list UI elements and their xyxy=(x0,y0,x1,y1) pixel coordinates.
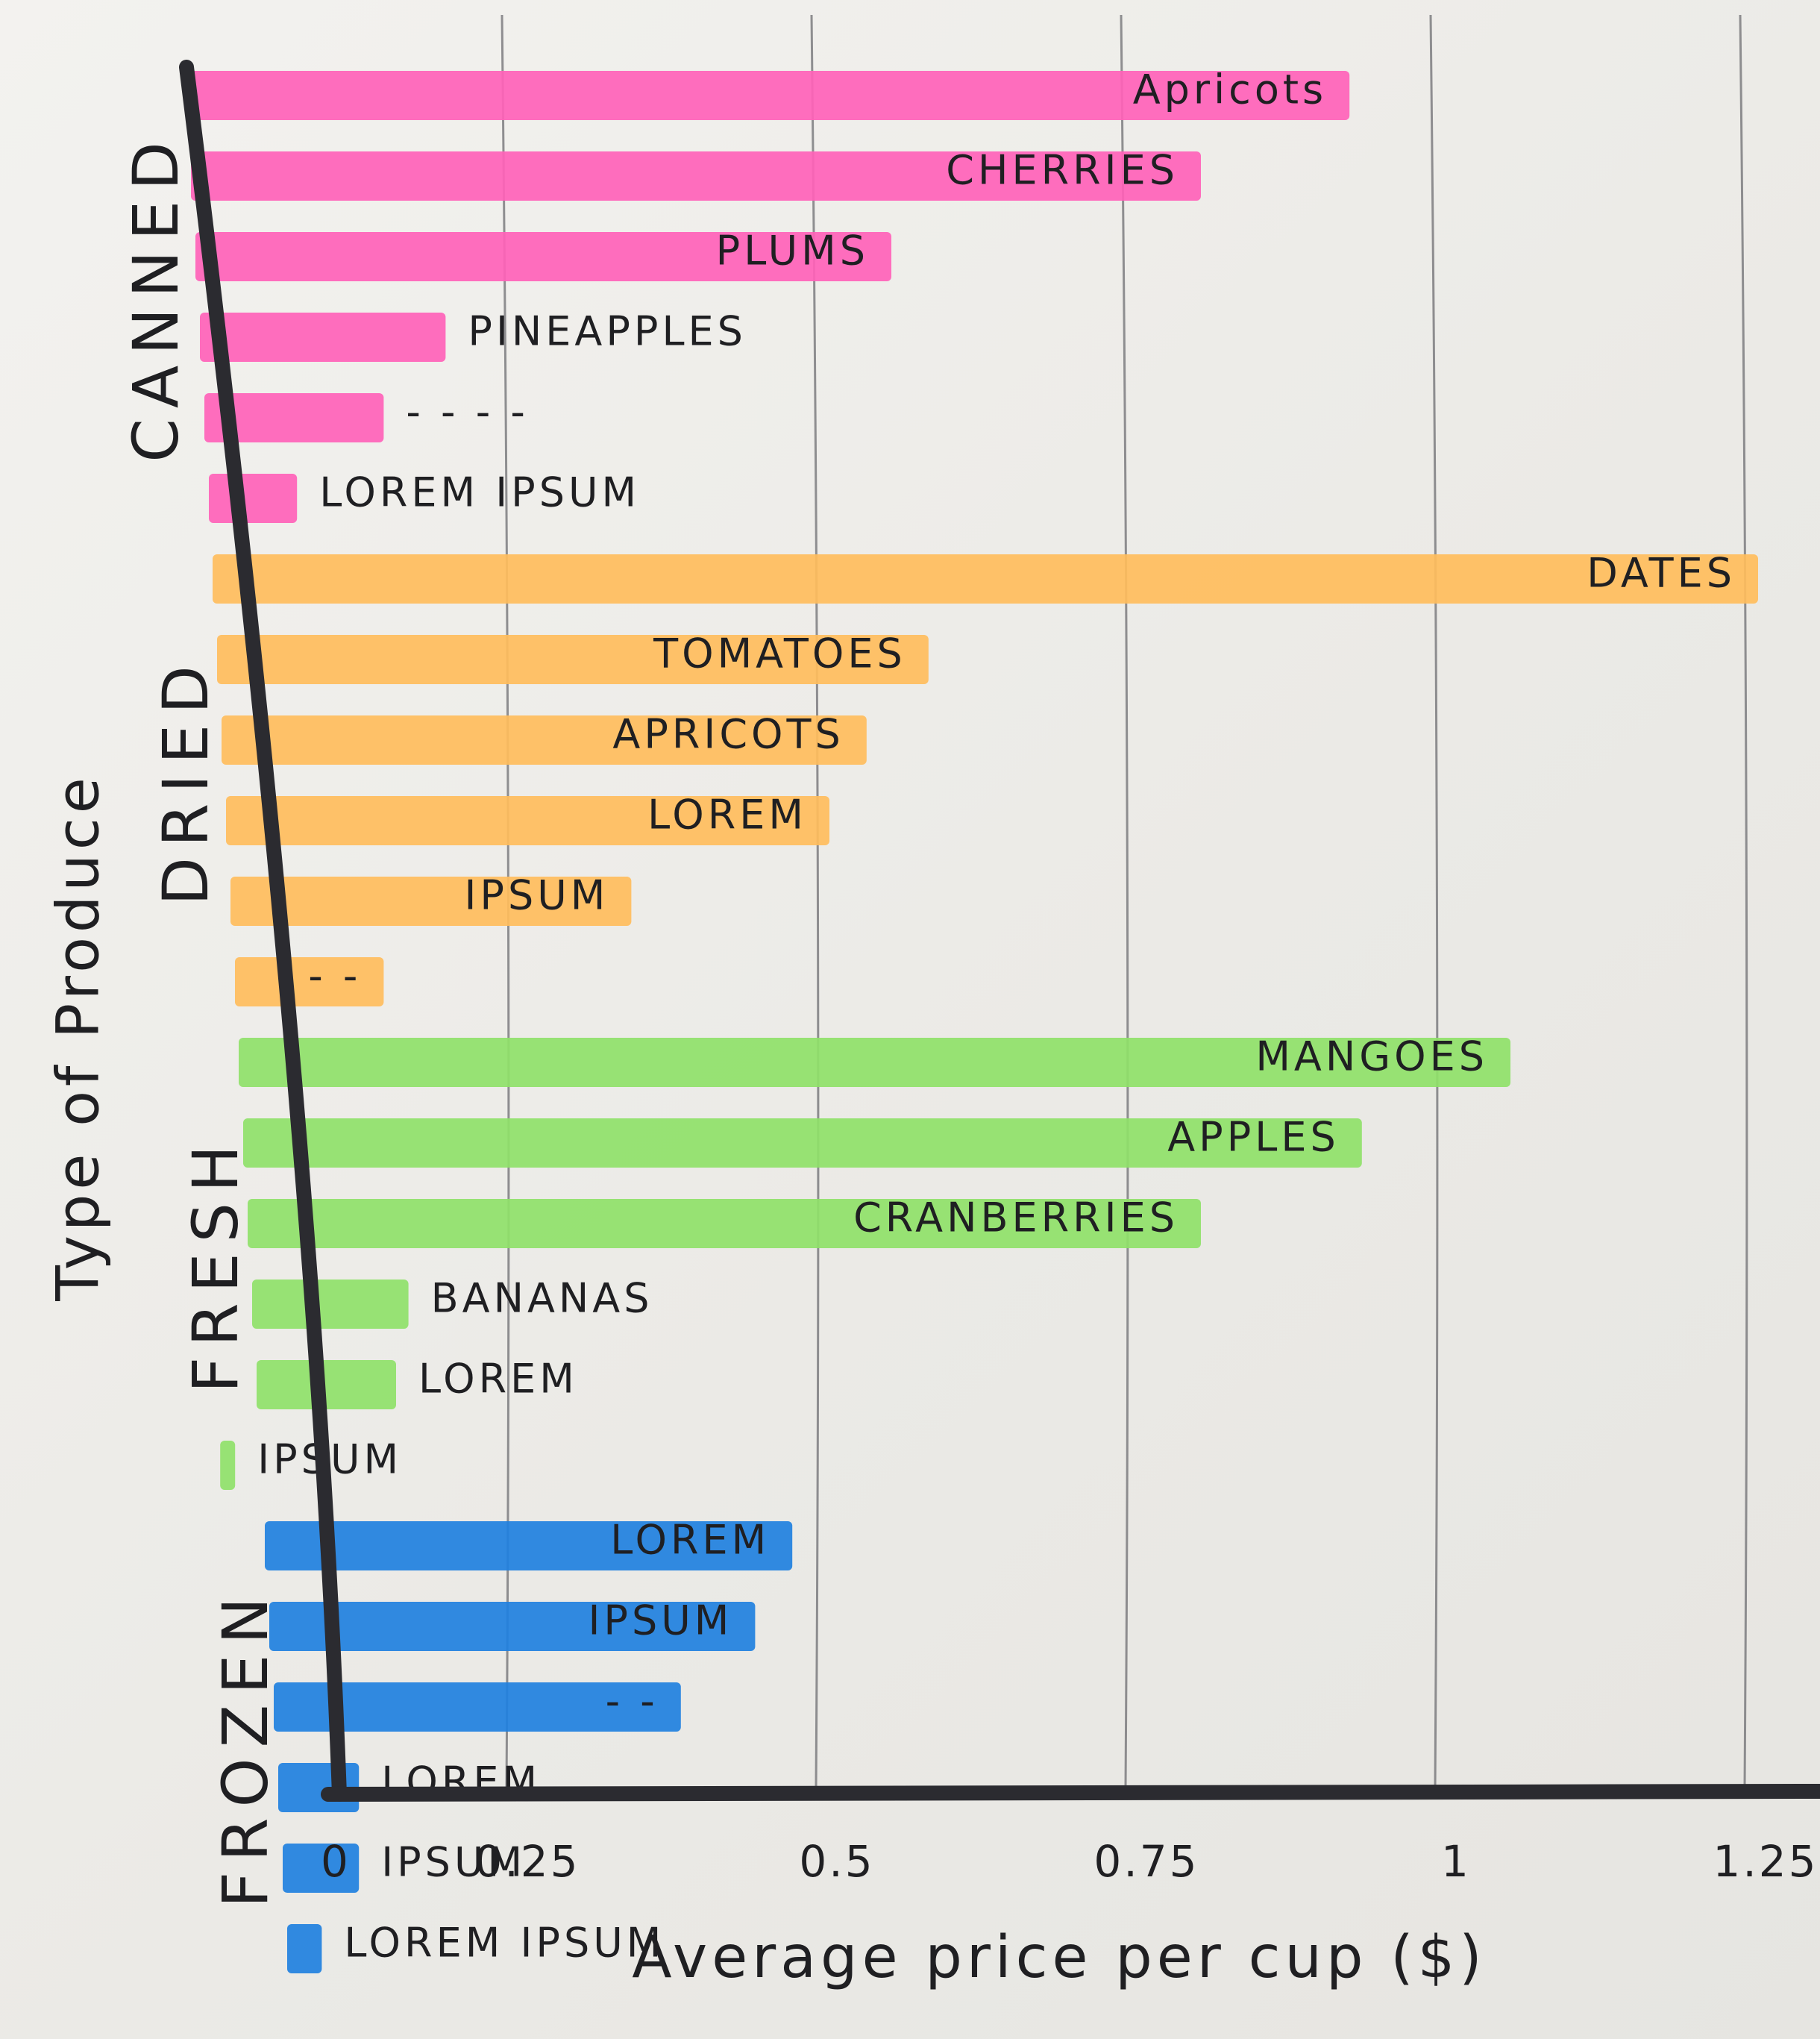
x-tick-label: 0.5 xyxy=(799,1836,874,1887)
bar xyxy=(265,1521,793,1570)
x-tick-labels: 0 0.25 0.5 0.75 1 1.25 xyxy=(321,1836,1818,1887)
bar xyxy=(209,474,298,523)
x-tick-label: 0.75 xyxy=(1093,1836,1199,1887)
x-tick-label: 0.25 xyxy=(474,1836,580,1887)
bar xyxy=(287,1924,322,1973)
bar-label: APPLES xyxy=(1167,1114,1340,1161)
bar xyxy=(226,796,829,845)
bar-label: LOREM IPSUM xyxy=(319,469,640,516)
bar xyxy=(248,1199,1201,1248)
x-tick-label: 1 xyxy=(1441,1836,1471,1887)
x-tick-label: 1.25 xyxy=(1713,1836,1818,1887)
bar-label: PINEAPPLES xyxy=(468,308,747,355)
group-label: FROZEN xyxy=(209,1587,282,1908)
x-axis-title: Average price per cup ($) xyxy=(632,1924,1487,1991)
bar xyxy=(235,957,384,1006)
gridline xyxy=(1120,14,1129,1788)
group-label: FRESH xyxy=(179,1135,252,1393)
bar-label: - - xyxy=(606,1678,659,1725)
bar xyxy=(269,1602,756,1651)
bar xyxy=(204,393,384,442)
bars-layer: Apricots CHERRIES PLUMS PINEAPPLES - - - - LO… xyxy=(186,66,1758,1973)
bar-label: Apricots xyxy=(1133,66,1327,113)
bar-label: LOREM IPSUM xyxy=(344,1920,665,1967)
bar-label: BANANAS xyxy=(431,1275,653,1322)
bar xyxy=(252,1280,409,1329)
bar-label: IPSUM xyxy=(589,1597,733,1644)
bar xyxy=(222,715,867,765)
bar-label: - - - - xyxy=(406,389,528,436)
x-axis-line xyxy=(321,1784,1820,1802)
bar xyxy=(217,635,929,684)
bar xyxy=(195,232,891,281)
bar xyxy=(191,151,1201,201)
bar xyxy=(239,1038,1510,1087)
y-axis-title: Type of Produce xyxy=(45,773,112,1302)
bar-label: IPSUM xyxy=(465,872,609,919)
bar xyxy=(186,71,1350,120)
group-label: CANNED xyxy=(119,131,192,463)
bar-label: PLUMS xyxy=(716,228,869,275)
bar-label: TOMATOES xyxy=(653,630,906,677)
bar xyxy=(220,1441,236,1490)
bar-label: DATES xyxy=(1587,550,1736,597)
bar-label: CHERRIES xyxy=(946,147,1179,194)
bar xyxy=(243,1118,1362,1168)
bar-label: - - xyxy=(308,953,361,1000)
bar-label: CRANBERRIES xyxy=(853,1194,1179,1241)
bar-label: LOREM xyxy=(418,1356,578,1403)
bar-label: APRICOTS xyxy=(612,711,844,758)
bar-label: MANGOES xyxy=(1255,1033,1488,1080)
y-axis-line xyxy=(179,60,347,1802)
gridline xyxy=(1429,14,1439,1788)
x-tick-label: 0 xyxy=(321,1836,351,1887)
gridline xyxy=(810,14,820,1788)
bar xyxy=(257,1360,396,1409)
bar xyxy=(283,1844,360,1893)
bar xyxy=(274,1682,681,1732)
group-labels: CANNED DRIED FRESH FROZEN xyxy=(119,131,282,1908)
group-label: DRIED xyxy=(149,655,222,906)
bar xyxy=(230,877,632,926)
gridline xyxy=(1739,14,1748,1788)
bar-label: LOREM xyxy=(610,1517,770,1564)
bar-label: LOREM xyxy=(647,792,807,839)
bar xyxy=(200,313,446,362)
bar-label: IPSUM xyxy=(381,1839,526,1886)
bar xyxy=(213,554,1758,604)
